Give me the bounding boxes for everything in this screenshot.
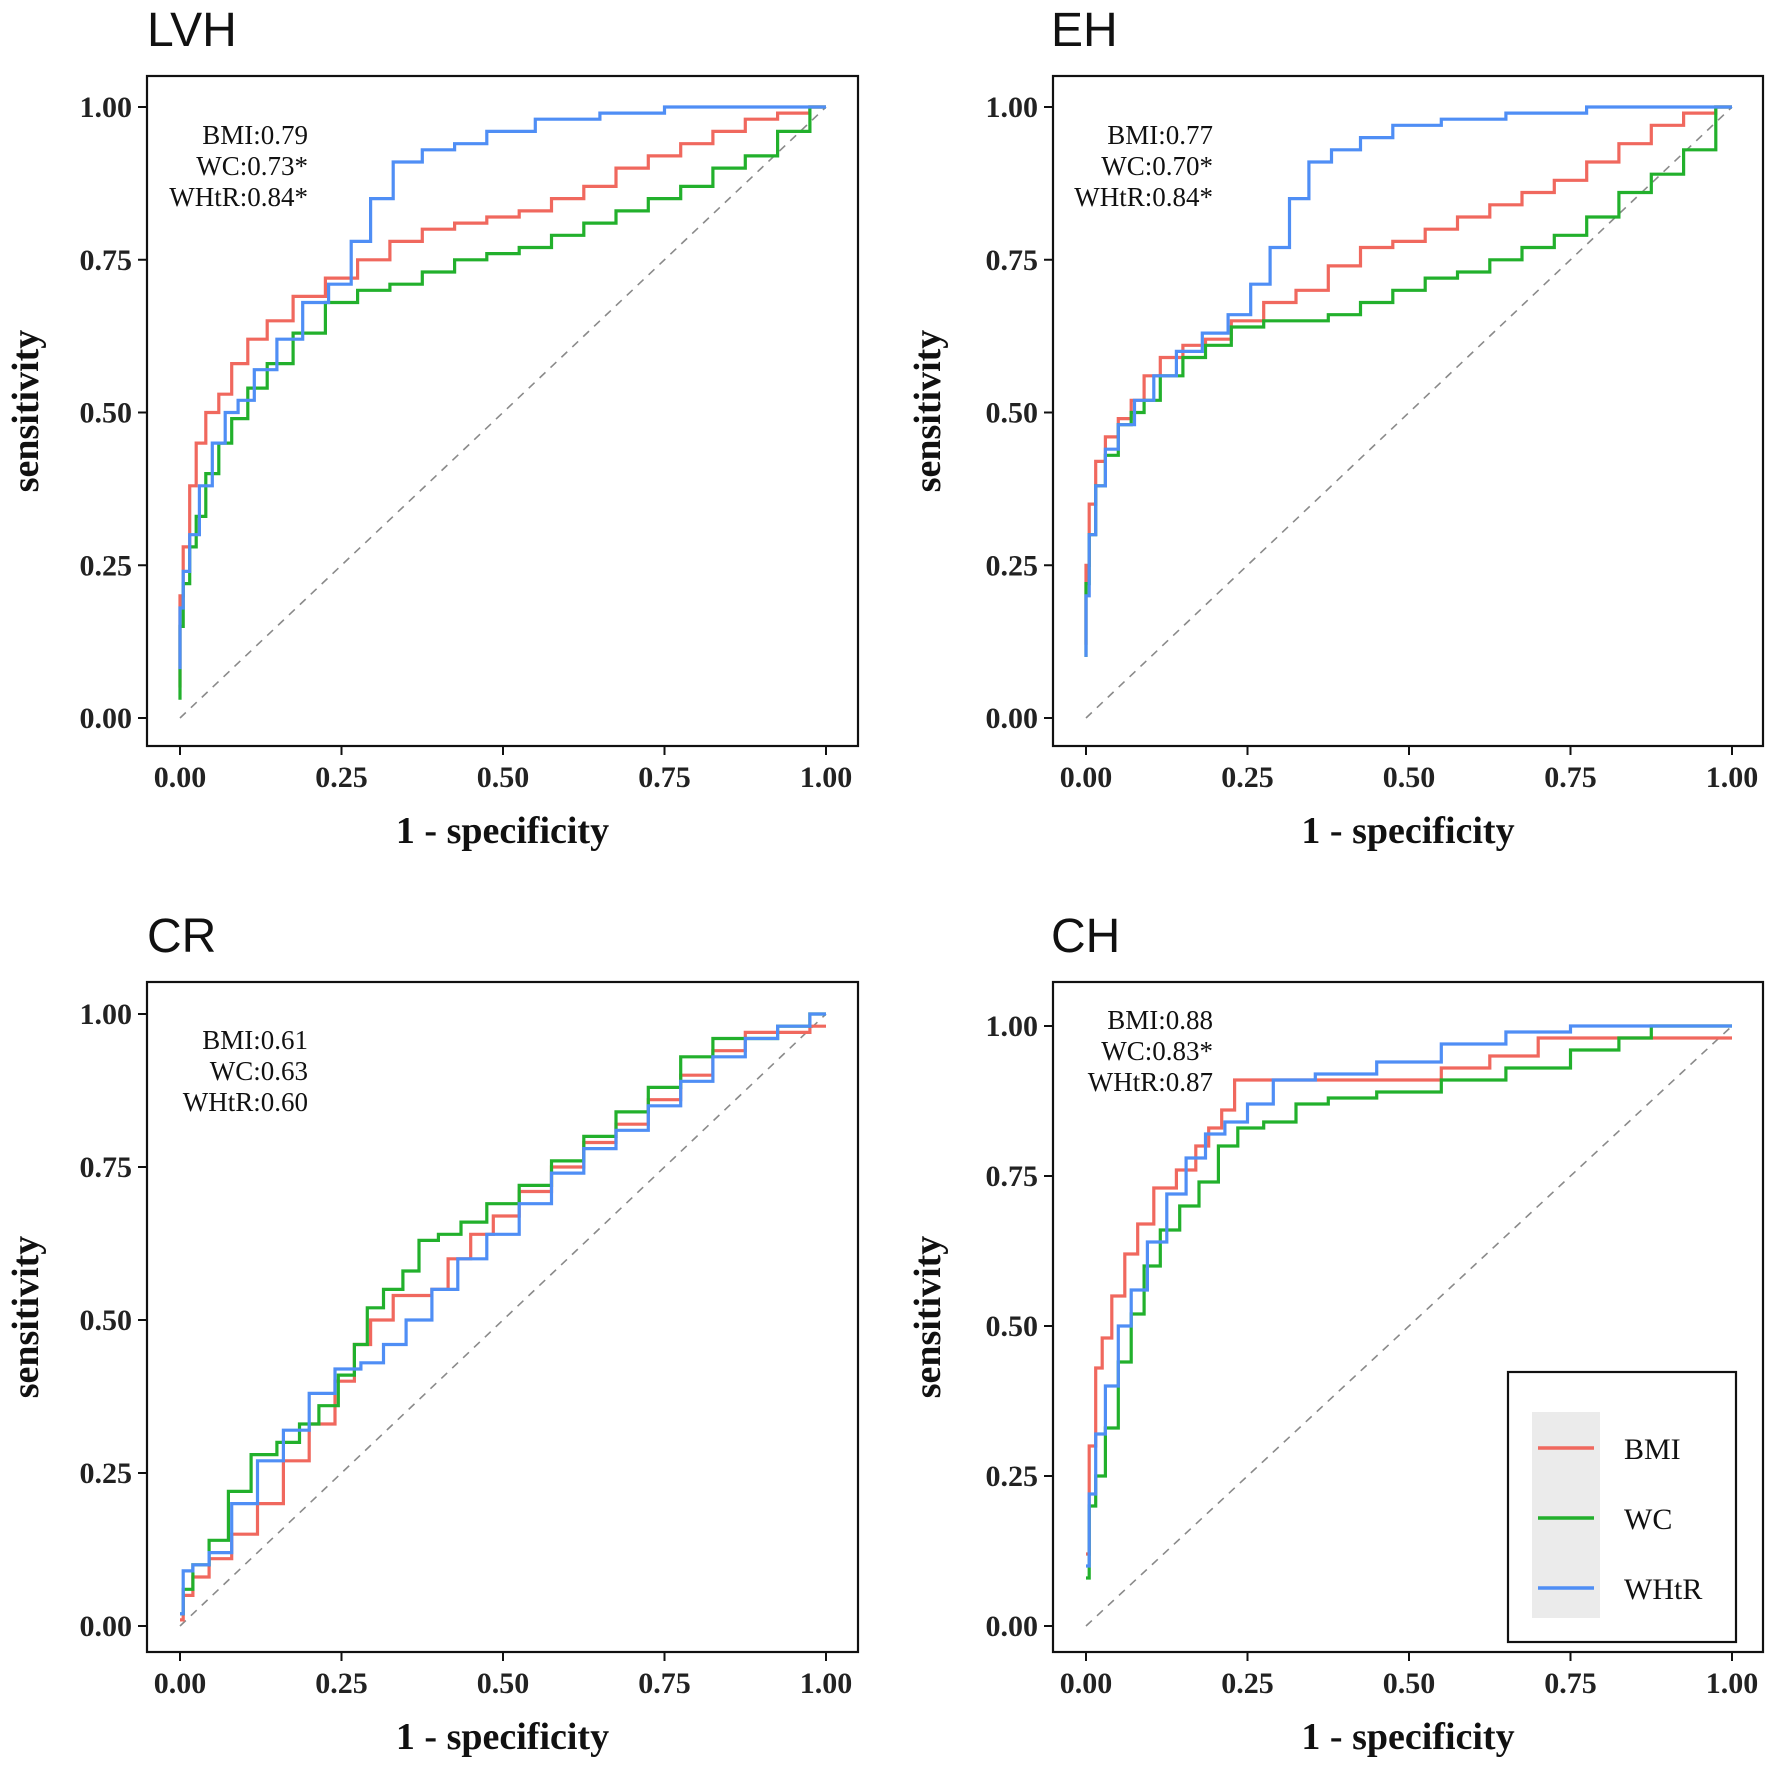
x-axis-title: 1 - specificity	[396, 1716, 609, 1758]
y-tick-label: 0.75	[80, 244, 133, 277]
x-tick-label: 0.00	[154, 1667, 207, 1700]
x-tick-label: 0.25	[315, 761, 368, 794]
x-tick-label: 0.25	[1221, 761, 1274, 794]
auc-annotation: WHtR:0.84*	[169, 182, 308, 212]
legend-label-whtr: WHtR	[1624, 1573, 1702, 1606]
x-tick-label: 0.75	[638, 761, 691, 794]
x-tick-label: 0.75	[638, 1667, 691, 1700]
reference-diagonal	[179, 1013, 827, 1627]
auc-annotation: WC:0.70*	[1101, 151, 1213, 181]
reference-diagonal	[179, 106, 827, 719]
x-tick-label: 1.00	[800, 1667, 853, 1700]
y-tick-label: 0.00	[986, 702, 1039, 735]
y-tick-label: 0.25	[986, 549, 1039, 582]
roc-curve-wc	[180, 1012, 826, 1616]
reference-diagonal	[1085, 106, 1733, 719]
y-axis-title: sensitivity	[907, 1236, 949, 1399]
roc-curve-bmi	[1086, 1036, 1732, 1556]
legend: BMI WC WHtR	[1506, 1370, 1738, 1644]
auc-annotation: WC:0.63	[210, 1056, 308, 1086]
panel-title-eh: EH	[1051, 4, 1118, 57]
legend-label-bmi: BMI	[1624, 1433, 1681, 1466]
y-tick-label: 0.00	[986, 1610, 1039, 1643]
y-tick-label: 1.00	[80, 998, 133, 1031]
y-axis-title: sensitivity	[907, 330, 949, 493]
x-tick-label: 0.00	[154, 761, 207, 794]
x-tick-label: 1.00	[1706, 1667, 1759, 1700]
y-tick-label: 0.75	[986, 1160, 1039, 1193]
auc-annotation: WHtR:0.84*	[1074, 182, 1213, 212]
auc-annotation: WHtR:0.60	[183, 1087, 308, 1117]
x-tick-label: 0.50	[1383, 1667, 1436, 1700]
auc-annotation: WC:0.73*	[196, 151, 308, 181]
y-tick-label: 0.25	[80, 549, 133, 582]
x-tick-label: 0.00	[1060, 761, 1113, 794]
roc-panel-eh: EH 0.00 0.00 0.25 0.25 0.50 0.50 0.75 0.75 1.00 1.…	[907, 4, 1765, 852]
y-tick-label: 1.00	[986, 91, 1039, 124]
roc-curve-bmi	[1084, 105, 1732, 645]
auc-annotation: BMI:0.61	[202, 1025, 308, 1055]
y-tick-label: 0.25	[80, 1457, 133, 1490]
roc-panel-lvh: LVH 0.00 0.00 0.25 0.25 0.50 0.50 0.75 0.75 1.00 1…	[5, 4, 860, 852]
y-tick-label: 0.00	[80, 1610, 133, 1643]
y-axis-title: sensitivity	[5, 1236, 47, 1399]
y-tick-label: 1.00	[986, 1010, 1039, 1043]
y-tick-label: 0.50	[986, 1310, 1039, 1343]
y-tick-label: 0.50	[80, 1304, 133, 1337]
auc-annotation: BMI:0.77	[1107, 120, 1213, 150]
roc-curve-wc	[1086, 1024, 1732, 1580]
x-axis-title: 1 - specificity	[1301, 810, 1514, 852]
y-axis-title: sensitivity	[5, 330, 47, 493]
x-tick-label: 0.50	[477, 1667, 530, 1700]
roc-curve-whtr	[178, 105, 826, 670]
x-tick-label: 0.25	[315, 1667, 368, 1700]
roc-panel-ch: CH 0.00 0.00 0.25 0.25 0.50 0.50 0.75 0.75 1.00 1.…	[907, 910, 1765, 1758]
y-tick-label: 0.50	[986, 397, 1039, 430]
panel-title-lvh: LVH	[147, 4, 237, 57]
y-tick-label: 0.75	[986, 244, 1039, 277]
x-tick-label: 0.25	[1221, 1667, 1274, 1700]
x-axis-title: 1 - specificity	[396, 810, 609, 852]
auc-annotation: WC:0.83*	[1101, 1036, 1213, 1066]
y-tick-label: 0.25	[986, 1460, 1039, 1493]
y-tick-label: 0.00	[80, 702, 133, 735]
x-tick-label: 0.75	[1544, 761, 1597, 794]
reference-diagonal	[1085, 1025, 1733, 1627]
roc-panels: LVH 0.00 0.00 0.25 0.25 0.50 0.50 0.75 0.75 1.00 1…	[5, 4, 1765, 1758]
legend-items: BMI WC WHtR	[1538, 1433, 1702, 1606]
roc-curve-whtr	[180, 1012, 826, 1616]
x-tick-label: 1.00	[800, 761, 853, 794]
y-tick-label: 1.00	[80, 91, 133, 124]
x-tick-label: 0.50	[1383, 761, 1436, 794]
x-tick-label: 1.00	[1706, 761, 1759, 794]
y-tick-label: 0.50	[80, 397, 133, 430]
x-tick-label: 0.00	[1060, 1667, 1113, 1700]
panel-title-ch: CH	[1051, 910, 1120, 963]
x-tick-label: 0.75	[1544, 1667, 1597, 1700]
roc-curve-whtr	[1084, 105, 1732, 657]
roc-curve-wc	[178, 105, 826, 700]
auc-annotation: BMI:0.88	[1107, 1005, 1213, 1035]
y-tick-label: 0.75	[80, 1151, 133, 1184]
x-tick-label: 0.50	[477, 761, 530, 794]
legend-label-wc: WC	[1624, 1503, 1672, 1536]
auc-annotation: BMI:0.79	[202, 120, 308, 150]
x-axis-title: 1 - specificity	[1301, 1716, 1514, 1758]
panel-title-cr: CR	[147, 910, 216, 963]
roc-curve-bmi	[178, 105, 826, 688]
roc-curve-whtr	[1086, 1024, 1732, 1568]
roc-panel-cr: CR 0.00 0.00 0.25 0.25 0.50 0.50 0.75 0.75 1.00 1.…	[5, 910, 860, 1758]
auc-annotation: WHtR:0.87	[1088, 1067, 1213, 1097]
